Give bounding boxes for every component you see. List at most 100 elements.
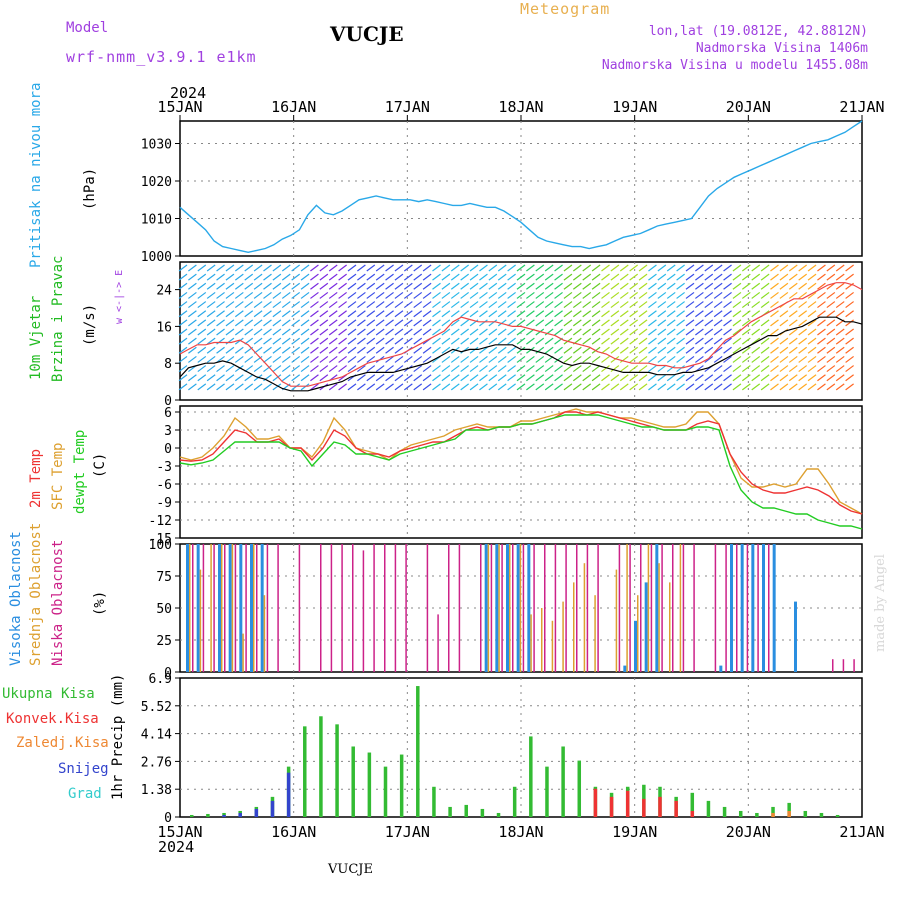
wind-barb <box>629 319 639 327</box>
wind-barb <box>347 346 357 354</box>
model-name: wrf-nmm_v3.9.1 e1km <box>66 48 257 66</box>
wind-barb <box>394 282 404 290</box>
wind-barb <box>582 383 592 391</box>
wind-barb <box>554 291 563 299</box>
wind-barb <box>685 310 695 318</box>
wind-barb <box>291 310 301 318</box>
wind-barb <box>244 328 254 336</box>
wind-barb <box>807 310 817 318</box>
cloud-bar-low <box>437 614 439 672</box>
wind-barb <box>751 301 761 309</box>
wind-barb <box>741 264 751 272</box>
wind-barb <box>516 301 526 309</box>
wind-barb <box>526 310 535 318</box>
wind-barb <box>845 319 854 327</box>
wind-barb <box>835 328 845 336</box>
wind-barb <box>826 273 836 281</box>
wind-barb <box>469 310 479 318</box>
wind-barb <box>760 264 770 272</box>
wind-barb <box>638 264 648 272</box>
wind-barb <box>723 282 732 290</box>
wind-barb <box>375 328 385 336</box>
wind-barb <box>422 383 432 391</box>
wind-barb <box>178 337 188 345</box>
wind-barb <box>685 355 695 363</box>
wind-barb <box>310 328 319 336</box>
wind-barb <box>610 337 620 345</box>
wind-barb <box>798 383 808 391</box>
wind-barb <box>591 264 601 272</box>
wind-barb <box>526 383 535 391</box>
wind-barb <box>460 383 470 391</box>
precip-bar-total <box>690 792 695 817</box>
wind-barb <box>300 282 310 290</box>
wind-barb <box>422 374 432 382</box>
wind-barb <box>281 346 291 354</box>
cloud-bar-high <box>719 665 723 672</box>
wind-barb <box>394 319 404 327</box>
wind-barb <box>713 355 723 363</box>
wind-barb <box>695 355 704 363</box>
wind-barb <box>469 328 479 336</box>
wind-barb <box>807 374 817 382</box>
wind-barb <box>300 319 310 327</box>
wind-barb <box>817 291 826 299</box>
wind-barb <box>741 346 751 354</box>
cloud-bar-low <box>213 544 215 672</box>
wind-barb <box>582 282 592 290</box>
wind-barb <box>357 355 366 363</box>
wind-barb <box>751 291 761 299</box>
wind-barb <box>479 310 488 318</box>
wind-barb <box>798 310 808 318</box>
wind-barb <box>535 374 545 382</box>
wind-barb <box>450 383 460 391</box>
wind-barb <box>422 328 432 336</box>
wind-barb <box>385 291 394 299</box>
cloud-bar-mid <box>487 544 490 672</box>
wind-barb <box>817 355 826 363</box>
wind-barb <box>676 264 685 272</box>
precip-bar-total <box>496 812 501 817</box>
wind-barb <box>554 273 563 281</box>
wind-barb <box>741 291 751 299</box>
wind-barb <box>704 355 714 363</box>
wind-barb <box>394 365 404 373</box>
wind-barb <box>253 328 263 336</box>
cloud-bar-low <box>544 544 546 672</box>
wind-barb <box>507 365 516 373</box>
wind-speed-line <box>179 316 863 392</box>
wind-barb <box>281 291 291 299</box>
wind-barb <box>704 346 714 354</box>
x-tick-label-bottom: 15JAN <box>157 823 202 841</box>
wind-barb <box>206 319 216 327</box>
wind-barb <box>704 301 714 309</box>
wind-barb <box>544 337 554 345</box>
wind-barb <box>328 264 338 272</box>
wind-barb <box>385 365 394 373</box>
wind-barb <box>507 328 516 336</box>
wind-barb <box>460 264 470 272</box>
wind-barb <box>291 365 301 373</box>
cloud-bar-low <box>586 544 589 672</box>
wind-barb <box>422 282 432 290</box>
wind-barb <box>638 291 648 299</box>
wind-barb <box>845 374 854 382</box>
wind-barb <box>244 319 254 327</box>
wind-barb <box>770 346 779 354</box>
wind-barb <box>497 319 507 327</box>
wind-barb <box>779 355 789 363</box>
cloud-bar-mid <box>647 544 650 672</box>
wind-barb <box>826 365 836 373</box>
wind-barb <box>178 264 188 272</box>
wind-barb <box>770 273 779 281</box>
wind-barb <box>272 365 282 373</box>
wind-barb <box>713 310 723 318</box>
wind-barb <box>648 282 657 290</box>
y-tick-label: -15 <box>149 532 172 547</box>
wind-barb <box>319 355 329 363</box>
wind-barb <box>225 337 235 345</box>
wind-barb <box>497 355 507 363</box>
wind-barb <box>441 346 451 354</box>
wind-barb <box>638 365 648 373</box>
wind-barb <box>413 282 423 290</box>
